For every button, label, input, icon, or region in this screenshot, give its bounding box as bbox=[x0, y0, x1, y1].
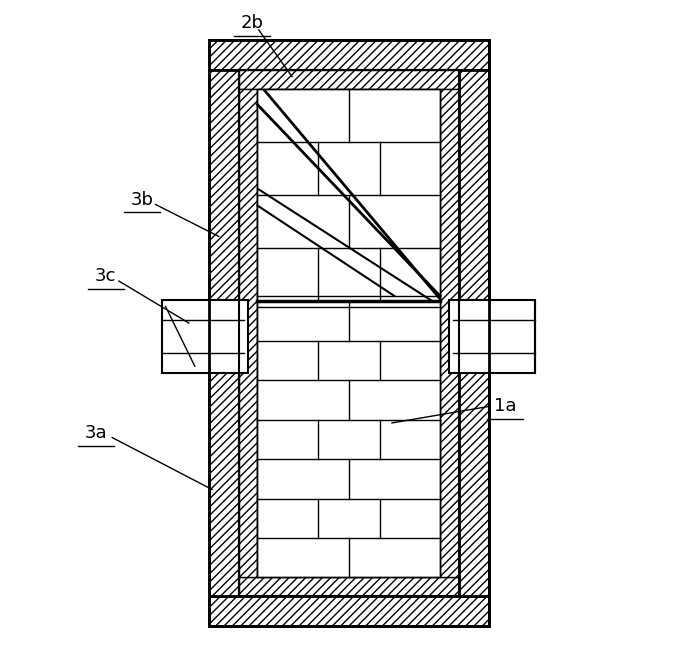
Bar bbox=[257, 89, 440, 577]
Bar bbox=[239, 577, 458, 596]
Text: 3a: 3a bbox=[84, 424, 107, 442]
Bar bbox=[239, 89, 257, 577]
Text: 1a: 1a bbox=[494, 397, 516, 416]
Bar bbox=[209, 40, 488, 70]
Text: 3c: 3c bbox=[95, 267, 116, 286]
Bar bbox=[449, 300, 535, 373]
Bar bbox=[239, 70, 458, 596]
Bar bbox=[458, 70, 488, 596]
Bar bbox=[162, 300, 248, 373]
Bar bbox=[440, 89, 458, 577]
Text: 2b: 2b bbox=[241, 14, 263, 33]
Bar bbox=[209, 596, 488, 626]
Text: 3b: 3b bbox=[131, 190, 154, 209]
Bar bbox=[209, 40, 488, 626]
Bar bbox=[209, 70, 239, 596]
Bar bbox=[209, 300, 239, 373]
Bar bbox=[239, 70, 458, 89]
Bar bbox=[257, 89, 440, 577]
Bar bbox=[209, 40, 488, 626]
Bar bbox=[239, 70, 458, 596]
Bar bbox=[458, 300, 488, 373]
